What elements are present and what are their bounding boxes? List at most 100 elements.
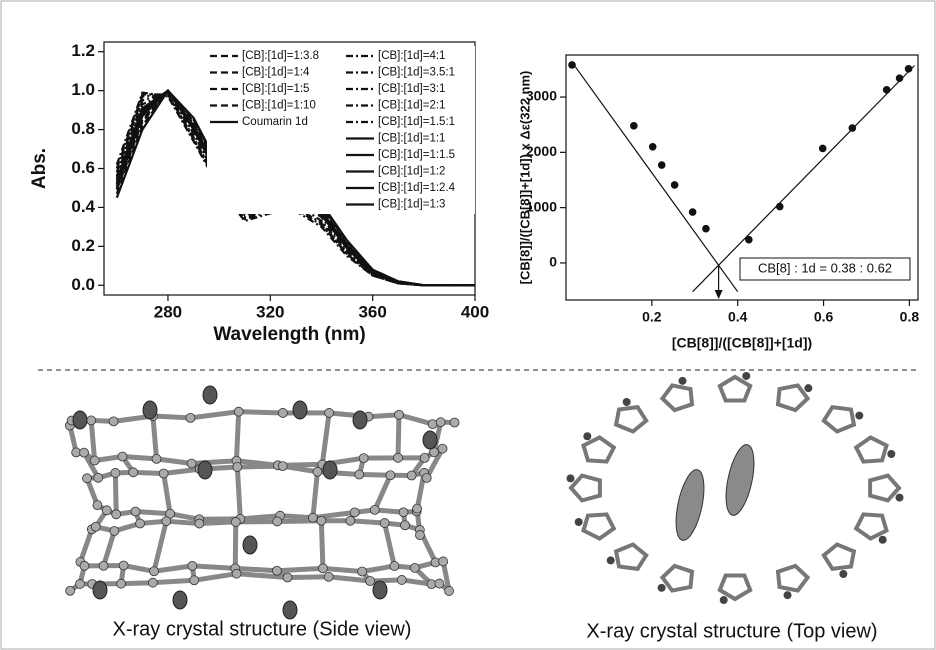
bond [115,473,116,514]
atom [784,591,792,599]
atom [195,519,204,528]
atom [324,572,333,581]
atom [187,459,196,468]
atom [435,579,444,588]
oxygen [423,431,437,449]
atom [94,473,103,482]
bond [166,521,199,523]
legend-label: Coumarin 1d [242,116,308,128]
data-point [649,143,657,151]
oxygen [293,401,307,419]
annotation: CB[8] : 1d = 0.38 : 0.62 [758,260,892,275]
atom [366,577,375,586]
data-point [658,161,666,169]
atom [93,501,102,510]
atom [99,561,108,570]
bond [350,521,384,523]
atom [428,420,437,429]
x-tick-label: 280 [154,302,182,321]
atom [346,516,355,525]
atom [804,384,812,392]
atom [407,471,416,480]
atom [720,596,728,604]
oxygen [93,581,107,599]
atom [119,561,128,570]
atom [439,557,448,566]
atom [109,417,118,426]
bond [235,568,277,570]
x-tick-label: 360 [358,302,386,321]
legend-label: [CB]:[1d]=1:2 [378,166,445,178]
atom [607,556,615,564]
x-tick-label: 400 [461,302,489,321]
legend-label: [CB]:[1d]=1:10 [242,100,316,112]
atom [380,519,389,528]
legend-label: [CB]:[1d]=1:1.5 [378,149,455,161]
y-tick-label: 0.0 [71,275,95,294]
y-axis-label: [CB[8]]/([CB[8]]+[1d]) x Δε(322 nm) [517,71,532,285]
atom [879,536,887,544]
data-point [883,86,891,94]
legend-label: [CB]:[1d]=3:1 [378,83,445,95]
atom [118,452,127,461]
oxygen [73,411,87,429]
atom [150,567,159,576]
bond [321,521,323,569]
atom [233,462,242,471]
atom [855,412,863,420]
caption: X-ray crystal structure (Top view) [586,620,877,642]
bond [199,522,235,524]
atom [583,432,591,440]
legend-label: [CB]:[1d]=1:3.8 [242,50,319,62]
atom [308,513,317,522]
atom [117,579,126,588]
atom [186,413,195,422]
oxygen [143,401,157,419]
bond [277,568,323,570]
bond [153,416,191,418]
atom [390,562,399,571]
atom [190,576,199,585]
atom [162,517,171,526]
atom [355,470,364,479]
atom [386,471,395,480]
bond [236,412,238,461]
atom [397,575,406,584]
oxygen [283,601,297,619]
bond [135,512,170,514]
atom [742,372,750,380]
atom [415,531,424,540]
y-tick-label: 0 [549,254,557,270]
atom [152,454,161,463]
oxygen [173,591,187,609]
atom [283,573,292,582]
atom [401,521,410,530]
atom [234,407,243,416]
atom [896,494,904,502]
legend-label: [CB]:[1d]=1:2.4 [378,182,456,194]
atom [394,453,403,462]
atom [325,408,334,417]
atom [90,456,99,465]
bond [122,456,156,458]
x-axis-label: [CB[8]]/([CB[8]]+[1d]) [672,335,812,351]
atom [91,522,100,531]
atom [436,418,445,427]
atom [111,468,120,477]
atom [83,474,92,483]
y-tick-label: 0.2 [71,236,95,255]
y-tick-label: 1.2 [71,41,95,60]
atom [232,569,241,578]
oxygen [353,411,367,429]
data-point [671,181,679,189]
atom [394,410,403,419]
atom [231,517,240,526]
atom [278,408,287,417]
atom [318,564,327,573]
bond [239,412,283,413]
bond [192,461,237,464]
atom [272,566,281,575]
data-point [905,65,913,73]
atom [658,584,666,592]
legend-label: [CB]:[1d]=4:1 [378,50,445,62]
